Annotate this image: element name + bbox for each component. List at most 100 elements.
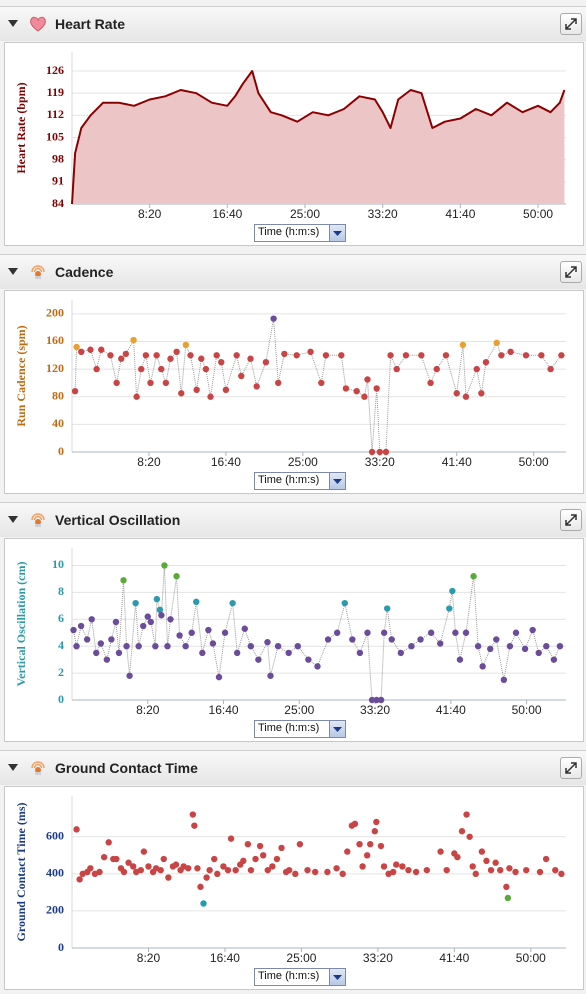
point — [162, 379, 170, 387]
point — [399, 863, 406, 870]
expand-button[interactable] — [560, 757, 582, 779]
point — [241, 625, 248, 632]
point — [152, 642, 159, 650]
x-tick-label: 16:40 — [210, 951, 240, 965]
point — [427, 379, 434, 387]
point — [156, 606, 164, 614]
point — [118, 355, 125, 362]
expand-button[interactable] — [560, 509, 582, 531]
area — [72, 71, 565, 204]
panel-title: Heart Rate — [55, 16, 126, 32]
x-axis-dropdown[interactable]: Time (h:m:s) — [254, 224, 346, 242]
point — [556, 642, 564, 650]
point — [247, 355, 254, 362]
point — [521, 645, 529, 653]
point — [96, 868, 103, 876]
collapse-toggle[interactable] — [8, 515, 18, 525]
point — [550, 656, 558, 663]
collapse-toggle[interactable] — [8, 763, 18, 773]
point — [113, 379, 120, 387]
point — [469, 863, 476, 870]
x-tick-label: 16:40 — [212, 207, 242, 221]
point — [382, 448, 390, 456]
point — [314, 663, 321, 670]
point — [387, 352, 394, 359]
point — [552, 866, 559, 874]
point — [373, 385, 380, 392]
point — [142, 352, 150, 359]
point — [305, 656, 312, 663]
y-tick-label: 200 — [46, 306, 64, 320]
point — [71, 388, 79, 395]
point — [408, 642, 415, 650]
x-axis-dropdown[interactable]: Time (h:m:s) — [254, 720, 346, 738]
point — [205, 626, 212, 634]
point — [333, 629, 341, 636]
y-tick-label: 2 — [58, 665, 64, 679]
point — [77, 622, 85, 630]
point — [259, 852, 267, 859]
point — [200, 900, 207, 907]
collapse-toggle[interactable] — [8, 267, 18, 277]
point — [367, 840, 374, 848]
point — [73, 642, 80, 650]
x-axis-dropdown[interactable]: Time (h:m:s) — [254, 472, 346, 490]
point — [342, 385, 350, 392]
point — [232, 866, 239, 874]
point — [173, 573, 180, 580]
point — [160, 855, 167, 863]
point — [437, 848, 444, 855]
point — [123, 642, 130, 650]
x-tick-label: 50:00 — [523, 207, 553, 221]
point — [140, 622, 147, 630]
point — [197, 883, 204, 891]
point — [233, 649, 241, 657]
x-axis-dropdown[interactable]: Time (h:m:s) — [254, 968, 346, 986]
x-tick-label: 41:40 — [445, 207, 475, 221]
expand-button[interactable] — [560, 13, 582, 35]
point — [423, 866, 431, 874]
x-tick-label: 33:20 — [368, 207, 398, 221]
point — [221, 629, 229, 636]
y-tick-label: 200 — [46, 903, 64, 917]
expand-button[interactable] — [560, 261, 582, 283]
point — [206, 866, 213, 874]
point — [507, 348, 514, 356]
point — [125, 859, 132, 866]
point — [269, 863, 276, 870]
y-tick-label: 105 — [46, 129, 64, 143]
x-tick-label: 41:40 — [436, 703, 466, 717]
point — [304, 866, 311, 874]
point — [349, 636, 356, 643]
panel: Heart Rate 84 91 98 105 112 119 126 8:20 16:40 25… — [0, 0, 586, 246]
point — [377, 842, 385, 850]
point — [264, 638, 271, 646]
point — [523, 866, 530, 874]
point — [473, 365, 480, 373]
point — [238, 372, 245, 380]
point — [144, 613, 151, 620]
y-tick-label: 10 — [52, 557, 64, 571]
point — [244, 840, 252, 848]
y-tick-label: 6 — [58, 611, 64, 625]
point — [307, 348, 314, 356]
chart-box — [4, 786, 584, 990]
point — [393, 861, 400, 868]
point — [191, 822, 198, 829]
point — [417, 636, 424, 643]
point — [333, 865, 340, 872]
point — [182, 341, 190, 349]
x-tick-label: 33:20 — [363, 951, 393, 965]
collapse-toggle[interactable] — [8, 19, 18, 29]
panel: Vertical Oscillation 0 2 4 6 8 10 8:20 16:40 25:… — [0, 496, 586, 742]
point — [222, 386, 230, 394]
point — [380, 629, 388, 636]
point — [322, 352, 330, 359]
point — [437, 640, 444, 647]
chart: 0 200 400 600 8:20 16:40 25:00 33:20 41:40 50:00 G… — [4, 786, 584, 990]
point — [402, 352, 410, 359]
point — [383, 605, 391, 612]
point — [76, 876, 83, 883]
point — [83, 636, 91, 643]
